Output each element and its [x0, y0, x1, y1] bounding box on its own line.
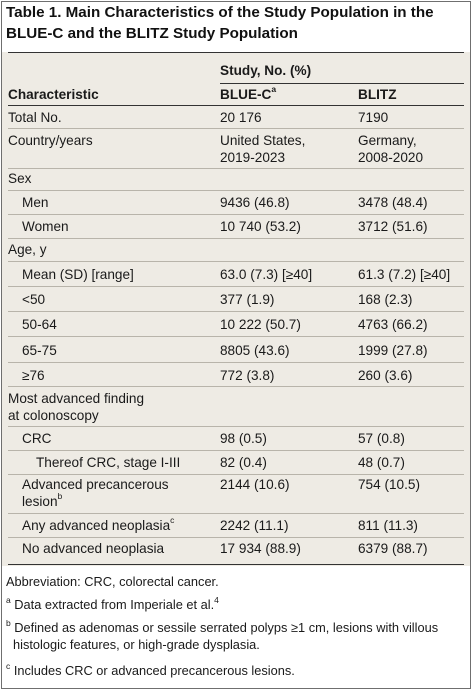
footnote-b: b Defined as adenomas or sessile serrate… [6, 617, 439, 652]
row-label: Women [22, 219, 69, 234]
row-value-blitz: Germany, 2008-2020 [358, 133, 424, 165]
row-value-blitz: 754 (10.5) [358, 477, 420, 492]
footnote-c: c Includes CRC or advanced precancerous … [6, 660, 295, 678]
row-label: Total No. [8, 110, 62, 125]
header-blitz: BLITZ [358, 87, 397, 102]
section-label: Sex [8, 171, 32, 186]
row-value-blue-c: 63.0 (7.3) [≥40] [220, 267, 313, 282]
row-value-blue-c: 2144 (10.6) [220, 477, 290, 492]
row-value-blue-c: 17 934 (88.9) [220, 541, 301, 556]
row-value-blitz: 1999 (27.8) [358, 343, 428, 358]
row-label: Country/years [8, 133, 93, 148]
row-label: Thereof CRC, stage I-III [36, 455, 181, 470]
footnote-abbreviation: Abbreviation: CRC, colorectal cancer. [6, 574, 219, 589]
row-value-blitz: 4763 (66.2) [358, 317, 428, 332]
row-label: 50-64 [22, 317, 57, 332]
row-value-blue-c: 98 (0.5) [220, 431, 267, 446]
row-value-blue-c: 10 740 (53.2) [220, 219, 301, 234]
row-value-blitz: 48 (0.7) [358, 455, 405, 470]
row-value-blitz: 6379 (88.7) [358, 541, 428, 556]
row-value-blitz: 3478 (48.4) [358, 195, 428, 210]
row-value-blue-c: 2242 (11.1) [220, 518, 289, 533]
row-value-blue-c: 377 (1.9) [220, 292, 275, 307]
row-label: Any advanced neoplasiac [22, 515, 175, 533]
row-value-blitz: 168 (2.3) [358, 292, 413, 307]
header-characteristic: Characteristic [8, 87, 99, 102]
row-label: Mean (SD) [range] [22, 267, 134, 282]
footnote-a: a Data extracted from Imperiale et al.4 [6, 594, 219, 612]
row-label: Advanced precancerous lesionb [22, 477, 169, 509]
section-label: Age, y [8, 242, 47, 257]
row-value-blitz: 7190 [358, 110, 389, 125]
row-label: CRC [22, 431, 52, 446]
row-value-blitz: 61.3 (7.2) [≥40] [358, 267, 451, 282]
spanner-rule [220, 83, 464, 84]
row-value-blitz: 57 (0.8) [358, 431, 405, 446]
row-label: ≥76 [22, 368, 45, 383]
row-label: 65-75 [22, 343, 57, 358]
row-value-blue-c: United States, 2019-2023 [220, 133, 306, 165]
row-value-blue-c: 9436 (46.8) [220, 195, 290, 210]
data-table: Study, No. (%) Characteristic BLUE-Ca BL… [2, 52, 470, 566]
row-value-blue-c: 772 (3.8) [220, 368, 275, 383]
row-value-blue-c: 8805 (43.6) [220, 343, 290, 358]
spanner-label: Study, No. (%) [220, 63, 312, 78]
row-value-blue-c: 82 (0.4) [220, 455, 267, 470]
row-value-blitz: 260 (3.6) [358, 368, 413, 383]
table-title: Table 1. Main Characteristics of the Stu… [6, 4, 434, 42]
section-label: Most advanced finding at colonoscopy [8, 391, 145, 423]
table-bottom-rule [8, 564, 464, 565]
row-label: <50 [22, 292, 46, 307]
table-top-rule [8, 52, 464, 53]
header-blue-c: BLUE-Ca [220, 84, 277, 102]
row-value-blue-c: 10 222 (50.7) [220, 317, 301, 332]
header-bottom-rule [8, 105, 464, 106]
row-label: No advanced neoplasia [22, 541, 165, 556]
row-value-blitz: 3712 (51.6) [358, 219, 428, 234]
row-value-blue-c: 20 176 [220, 110, 262, 125]
row-label: Men [22, 195, 49, 210]
row-value-blitz: 811 (11.3) [358, 518, 418, 533]
